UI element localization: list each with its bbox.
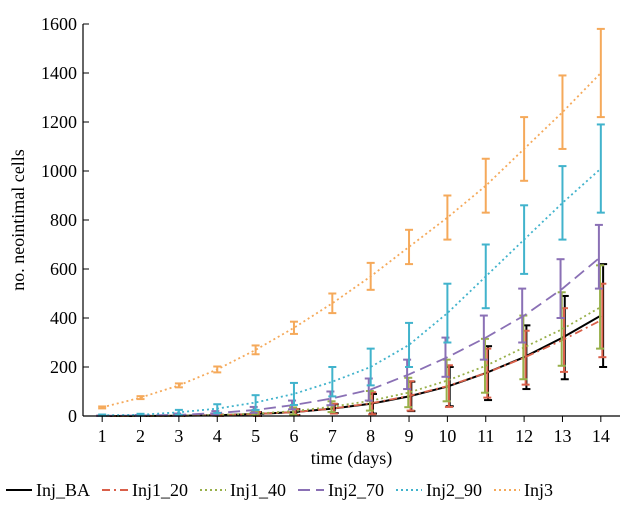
- x-tick-label: 11: [477, 426, 494, 446]
- series-line: [102, 306, 602, 417]
- x-tick-label: 8: [366, 426, 375, 446]
- legend-label: Inj2_90: [426, 480, 482, 500]
- series-line: [101, 72, 602, 409]
- x-tick-label: 6: [289, 426, 298, 446]
- series-line: [102, 167, 602, 417]
- y-tick-label: 800: [50, 210, 77, 230]
- x-tick-label: 14: [592, 426, 610, 446]
- x-tick-label: 13: [553, 426, 571, 446]
- legend-item: Inj2_70: [298, 480, 384, 500]
- legend: Inj_BA Inj1_20 Inj1_40 Inj2_70 Inj2_90 Inj3: [6, 480, 553, 500]
- y-tick-label: 1000: [41, 161, 77, 181]
- x-axis-label: time (days): [311, 448, 392, 469]
- axes: 1 2 3 4 5 6 7 8 9 10 11 12 13 14 02004006008001000120…: [41, 14, 620, 446]
- legend-item: Inj3: [494, 480, 553, 500]
- x-tick-group: 1 2 3 4 5 6 7 8 9 10 11 12 13 14: [98, 416, 610, 446]
- series-inj1_20: [102, 282, 607, 417]
- y-tick-label: 1200: [41, 112, 77, 132]
- y-tick-label: 0: [68, 406, 77, 426]
- legend-label: Inj_BA: [36, 480, 90, 500]
- series-line: [102, 256, 602, 417]
- legend-item: Inj_BA: [6, 480, 90, 500]
- y-tick-label: 600: [50, 259, 77, 279]
- legend-label: Inj3: [524, 480, 553, 500]
- x-tick-label: 12: [515, 426, 533, 446]
- x-tick-label: 3: [174, 426, 183, 446]
- y-tick-label: 400: [50, 308, 77, 328]
- x-tick-label: 4: [213, 426, 222, 446]
- legend-label: Inj2_70: [328, 480, 384, 500]
- legend-item: Inj2_90: [396, 480, 482, 500]
- legend-label: Inj1_20: [132, 480, 188, 500]
- legend-item: Inj1_40: [200, 480, 286, 500]
- series-inj2_90: [98, 123, 605, 417]
- x-tick-label: 9: [405, 426, 414, 446]
- plot-area: [96, 27, 608, 417]
- x-tick-label: 10: [438, 426, 456, 446]
- y-axis-label: no. neointimal cells: [8, 149, 28, 290]
- series-inj3: [98, 27, 605, 410]
- series-inj2_70: [96, 223, 603, 417]
- y-tick-label: 1600: [41, 14, 77, 34]
- y-tick-label: 1400: [41, 63, 77, 83]
- y-tick-group: 0 200 400 600 800 1000 1200 1400 1600: [41, 14, 89, 426]
- x-tick-label: 5: [251, 426, 260, 446]
- x-tick-label: 2: [136, 426, 145, 446]
- y-tick-label: 200: [50, 357, 77, 377]
- legend-item: Inj1_20: [102, 480, 188, 500]
- x-tick-label: 1: [98, 426, 107, 446]
- legend-label: Inj1_40: [230, 480, 286, 500]
- x-tick-label: 7: [328, 426, 337, 446]
